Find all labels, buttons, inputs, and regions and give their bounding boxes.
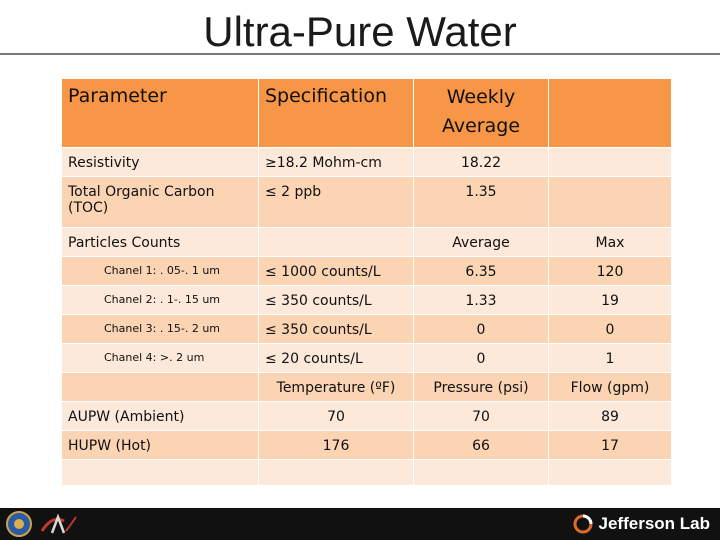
jefferson-lab-logo: Jefferson Lab: [573, 512, 710, 536]
channel-average: 0: [413, 343, 549, 373]
row-empty: [548, 176, 672, 228]
channel-spec: ≤ 350 counts/L: [258, 285, 414, 315]
jsa-logo-icon: [40, 513, 77, 534]
row-empty: [548, 147, 672, 177]
table-row-toc: Total Organic Carbon (TOC) ≤ 2 ppb 1.35: [61, 176, 672, 228]
row-label: Particles Counts: [61, 227, 259, 257]
channel-average: 6.35: [413, 256, 549, 286]
condition-label: HUPW (Hot): [61, 430, 259, 460]
footer-logos: [6, 511, 78, 537]
condition-temperature: 70: [258, 401, 414, 431]
condition-temperature: 176: [258, 430, 414, 460]
condition-pressure: 66: [413, 430, 549, 460]
header-parameter: Parameter: [61, 78, 259, 148]
row-spec: ≤ 2 ppb: [258, 176, 414, 228]
channel-average: 1.33: [413, 285, 549, 315]
row-empty: [61, 459, 259, 486]
channel-label: Chanel 3: . 15-. 2 um: [61, 314, 259, 344]
table-row-channel: Chanel 2: . 1-. 15 um ≤ 350 counts/L 1.3…: [61, 285, 672, 315]
row-empty: [258, 459, 414, 486]
row-average: 18.22: [413, 147, 549, 177]
water-spec-table: Parameter Specification Weekly Average R…: [61, 78, 672, 486]
row-empty: [61, 372, 259, 402]
row-spec: ≥18.2 Mohm-cm: [258, 147, 414, 177]
table-row-condition: AUPW (Ambient) 70 70 89: [61, 401, 672, 431]
slide-title: Ultra-Pure Water: [203, 8, 517, 55]
table-row-blank: [61, 459, 672, 486]
row-label: Resistivity: [61, 147, 259, 177]
channel-label: Chanel 4: >. 2 um: [61, 343, 259, 373]
channel-average: 0: [413, 314, 549, 344]
header-flow: Flow (gpm): [548, 372, 672, 402]
header-specification: Specification: [258, 78, 414, 148]
table-row-channel: Chanel 3: . 15-. 2 um ≤ 350 counts/L 0 0: [61, 314, 672, 344]
row-empty: [548, 459, 672, 486]
row-empty: [413, 459, 549, 486]
condition-pressure: 70: [413, 401, 549, 431]
channel-max: 1: [548, 343, 672, 373]
channel-max: 120: [548, 256, 672, 286]
particles-max-header: Max: [548, 227, 672, 257]
particles-average-header: Average: [413, 227, 549, 257]
header-empty: [548, 78, 672, 148]
channel-max: 0: [548, 314, 672, 344]
jefferson-lab-text: Jefferson Lab: [598, 514, 710, 533]
jlab-mark-icon: [573, 514, 593, 534]
title-divider: [0, 53, 720, 55]
channel-spec: ≤ 20 counts/L: [258, 343, 414, 373]
condition-label: AUPW (Ambient): [61, 401, 259, 431]
doe-seal-icon: [6, 511, 32, 537]
table-row-resistivity: Resistivity ≥18.2 Mohm-cm 18.22: [61, 147, 672, 177]
header-weekly-average: Weekly Average: [413, 78, 549, 148]
condition-flow: 89: [548, 401, 672, 431]
header-pressure: Pressure (psi): [413, 372, 549, 402]
channel-label: Chanel 1: . 05-. 1 um: [61, 256, 259, 286]
row-empty: [258, 227, 414, 257]
channel-max: 19: [548, 285, 672, 315]
table-row-channel: Chanel 4: >. 2 um ≤ 20 counts/L 0 1: [61, 343, 672, 373]
channel-spec: ≤ 350 counts/L: [258, 314, 414, 344]
condition-flow: 17: [548, 430, 672, 460]
row-label: Total Organic Carbon (TOC): [61, 176, 259, 228]
table-row-conditions-header: Temperature (ºF) Pressure (psi) Flow (gp…: [61, 372, 672, 402]
channel-label: Chanel 2: . 1-. 15 um: [61, 285, 259, 315]
table-row-channel: Chanel 1: . 05-. 1 um ≤ 1000 counts/L 6.…: [61, 256, 672, 286]
table-row-particles: Particles Counts Average Max: [61, 227, 672, 257]
table-row-condition: HUPW (Hot) 176 66 17: [61, 430, 672, 460]
channel-spec: ≤ 1000 counts/L: [258, 256, 414, 286]
header-temperature: Temperature (ºF): [258, 372, 414, 402]
table-header-row: Parameter Specification Weekly Average: [61, 78, 672, 148]
row-average: 1.35: [413, 176, 549, 228]
footer-bar: Jefferson Lab: [0, 508, 720, 540]
